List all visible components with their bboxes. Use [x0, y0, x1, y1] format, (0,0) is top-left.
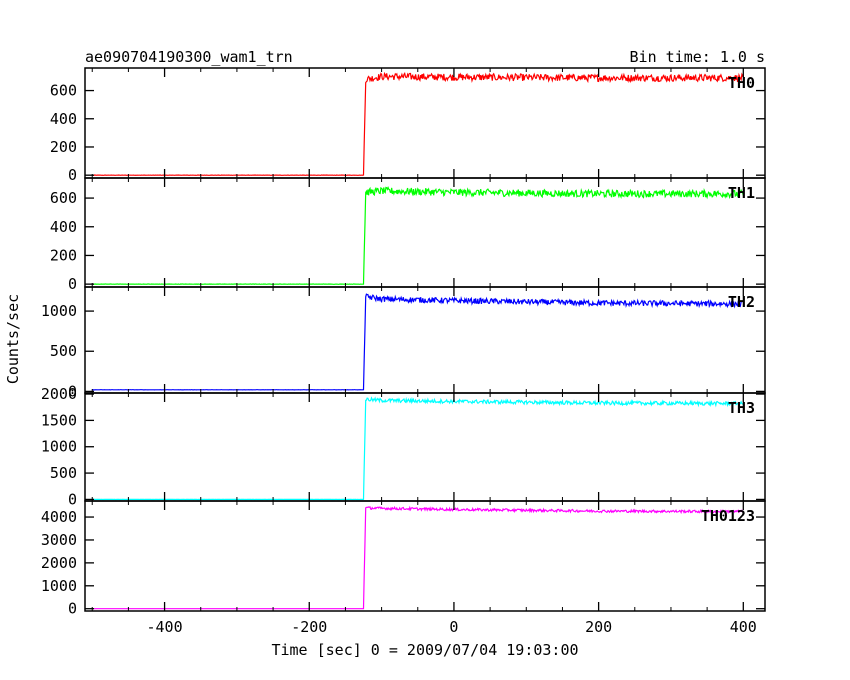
y-tick-label: 0 [68, 490, 77, 508]
x-tick-label: -200 [291, 618, 327, 636]
series-line-th1 [92, 186, 744, 285]
chart-title: ae090704190300_wam1_trn [85, 48, 293, 66]
y-tick-label: 500 [50, 464, 77, 482]
y-tick-label: 500 [50, 342, 77, 360]
y-tick-label: 3000 [41, 531, 77, 549]
y-tick-label: 400 [50, 110, 77, 128]
x-axis-label: Time [sec] 0 = 2009/07/04 19:03:00 [271, 641, 578, 659]
y-tick-label: 400 [50, 218, 77, 236]
y-tick-label: 0 [68, 382, 77, 400]
x-tick-label: 0 [449, 618, 458, 636]
y-axis-label: Counts/sec [4, 294, 22, 384]
y-tick-label: 1000 [41, 438, 77, 456]
x-tick-label: 400 [730, 618, 757, 636]
panel-frame-th0 [84, 67, 766, 179]
y-tick-label: 0 [68, 600, 77, 618]
y-tick-label: 1000 [41, 302, 77, 320]
y-tick-label: 600 [50, 82, 77, 100]
y-tick-label: 200 [50, 138, 77, 156]
y-tick-label: 600 [50, 189, 77, 207]
series-label-th0123: TH0123 [701, 507, 755, 525]
panels-group: 0 200 400 600 TH0 0 200 400 600 TH1 0 500 1000 TH2 0 50… [41, 67, 766, 636]
series-label-th0: TH0 [728, 74, 755, 92]
y-tick-label: 0 [68, 275, 77, 293]
y-tick-label: 1500 [41, 411, 77, 429]
series-line-th3 [92, 396, 744, 501]
y-tick-label: 200 [50, 246, 77, 264]
series-label-th1: TH1 [728, 184, 755, 202]
x-tick-label: -400 [147, 618, 183, 636]
panel-frame-th0123 [84, 500, 766, 612]
y-tick-label: 4000 [41, 508, 77, 526]
x-tick-label: 200 [585, 618, 612, 636]
series-label-th3: TH3 [728, 399, 755, 417]
panel-frame-th3 [84, 392, 766, 502]
y-tick-label: 2000 [41, 554, 77, 572]
series-line-th0123 [92, 505, 744, 610]
series-line-th0 [92, 71, 744, 176]
y-tick-label: 0 [68, 166, 77, 184]
y-tick-label: 1000 [41, 577, 77, 595]
series-line-th2 [92, 293, 744, 391]
bin-time-label: Bin time: 1.0 s [630, 48, 765, 66]
y-tick-label: 2000 [41, 385, 77, 403]
series-label-th2: TH2 [728, 293, 755, 311]
